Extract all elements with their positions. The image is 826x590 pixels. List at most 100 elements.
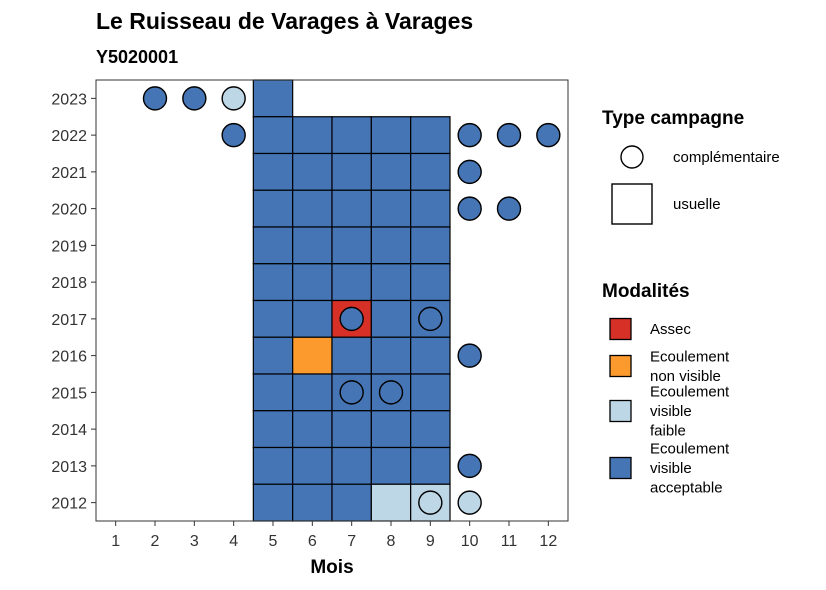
y-tick-label: 2012 [51,496,87,513]
cell-2012-6 [292,483,333,522]
cell-2018-8 [370,263,412,302]
x-tick-label: 3 [190,533,199,550]
cell-2016-6 [292,336,333,375]
legend-key-ecoulement_visible_acceptable [609,456,632,480]
x-axis-title: Mois [310,557,353,578]
cell-2020-5 [252,189,294,228]
cell-2022-5 [252,116,294,155]
cell-2021-8 [370,152,412,191]
x-tick-label: 5 [269,533,278,550]
x-tick-label: 11 [501,533,518,550]
point-2013-10 [457,453,482,479]
y-tick-label: 2023 [51,91,87,108]
cell-2014-8 [370,410,412,449]
cell-2014-7 [331,410,372,449]
point-2021-10 [457,159,482,185]
cell-2021-7 [331,152,372,191]
legend-title-campaign: Type campagne [602,108,744,129]
cell-2018-9 [410,263,451,302]
legend-label-usuelle: usuelle [673,196,721,213]
y-tick-label: 2018 [51,275,87,292]
legend-label-ecoulement_non_visible: Ecoulement non visible [650,348,730,385]
point-2017-7 [339,306,364,332]
point-2022-4 [221,122,246,148]
cell-2019-9 [410,226,451,265]
usuelle-cells [252,79,451,522]
x-axis: 1 2 3 4 5 6 7 8 9 10 11 12 [111,521,557,550]
cell-2022-6 [292,116,333,155]
legend-key-usuelle [611,183,653,225]
cell-2018-7 [331,263,372,302]
cell-2021-5 [252,152,294,191]
y-tick-label: 2020 [51,202,87,219]
cell-2018-6 [292,263,333,302]
point-2023-3 [182,86,207,111]
cell-2021-9 [410,152,451,191]
cell-2020-7 [331,189,372,228]
cell-2019-7 [331,226,372,265]
x-tick-label: 6 [308,533,317,550]
point-2015-7 [339,380,364,405]
point-2015-8 [378,380,404,405]
cell-2019-8 [370,226,412,265]
point-2016-10 [457,343,482,368]
cell-2013-6 [292,446,333,485]
x-tick-label: 2 [151,533,160,550]
legend-title-modalites: Modalités [602,281,690,302]
y-axis: 2012 2013 2014 2015 2016 2017 2018 2019 2020 2021… [51,91,96,513]
cell-2020-6 [292,189,333,228]
cell-2017-8 [370,299,412,338]
cell-2013-9 [410,446,451,485]
cell-2015-6 [292,373,333,412]
cell-2021-6 [292,152,333,191]
cell-2022-7 [331,116,372,155]
cell-2014-9 [410,410,451,449]
y-tick-label: 2016 [51,349,87,366]
point-2017-9 [418,306,443,332]
legend-label-ecoulement_visible_faible: Ecoulement visible faible [650,384,730,440]
cell-2013-8 [370,446,412,485]
legend-label-assec: Assec [650,321,691,338]
cell-2015-5 [252,373,294,412]
cell-2014-5 [252,410,294,449]
cell-2017-5 [252,299,294,338]
point-2023-2 [142,86,168,111]
cell-2013-5 [252,446,294,485]
x-tick-label: 8 [387,533,396,550]
complementaire-circles [142,86,561,515]
cell-2015-9 [410,373,451,412]
cell-2020-8 [370,189,412,228]
legend-label-ecoulement_visible_acceptable: Ecoulement visible acceptable [650,441,730,497]
cell-2023-5 [252,79,294,118]
cell-2014-6 [292,410,333,449]
legend-key-complementaire [620,145,644,169]
panel-border [95,79,569,522]
cell-2012-8 [370,483,412,522]
point-2022-11 [496,122,522,148]
y-tick-label: 2013 [51,459,87,476]
cell-2016-5 [252,336,294,375]
point-2023-4 [221,86,246,111]
point-2020-11 [496,196,522,221]
y-tick-label: 2014 [51,422,87,439]
cell-2013-7 [331,446,372,485]
x-tick-label: 9 [426,533,435,550]
point-2012-10 [457,490,482,515]
cell-2019-5 [252,226,294,265]
y-tick-label: 2022 [51,128,87,145]
cell-2019-6 [292,226,333,265]
legend: Type campagne complémentaire usuelle Modali… [602,108,780,497]
cell-2022-8 [370,116,412,155]
cell-2022-9 [410,116,451,155]
x-tick-label: 4 [229,533,238,550]
legend-key-ecoulement_non_visible [609,354,632,378]
cell-2017-6 [292,299,333,338]
point-2022-10 [457,122,482,148]
y-tick-label: 2019 [51,238,87,255]
cell-2020-9 [410,189,451,228]
point-2012-9 [418,490,443,515]
chart-title: Le Ruisseau de Varages à Varages [96,8,473,34]
legend-label-complementaire: complémentaire [673,149,780,166]
cell-2016-8 [370,336,412,375]
